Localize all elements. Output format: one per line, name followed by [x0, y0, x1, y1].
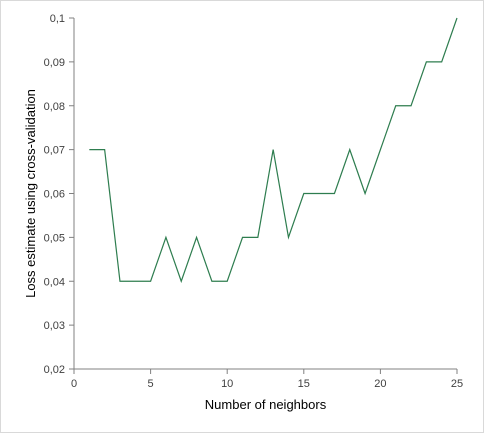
- y-axis-ticks: 0,02 0,03 0,04 0,05 0,06 0,07 0,08 0,09 0,1: [44, 13, 74, 376]
- y-axis-title: Loss estimate using cross-validation: [23, 89, 38, 298]
- x-tick-label: 20: [374, 378, 386, 390]
- x-axis-title: Number of neighbors: [205, 397, 327, 412]
- y-tick-label: 0,08: [44, 101, 65, 113]
- y-tick-label: 0,06: [44, 189, 65, 201]
- series-line: [89, 17, 458, 284]
- y-tick-label: 0,04: [44, 276, 65, 288]
- x-tick-label: 10: [221, 378, 233, 390]
- x-tick-label: 5: [148, 378, 154, 390]
- x-tick-label: 0: [71, 378, 77, 390]
- y-tick-label: 0,03: [44, 320, 65, 332]
- y-tick-label: 0,05: [44, 232, 65, 244]
- series-layer: [89, 17, 458, 284]
- x-tick-label: 25: [451, 378, 463, 390]
- y-tick-label: 0,07: [44, 145, 65, 157]
- y-tick-label: 0,1: [50, 13, 65, 25]
- y-tick-label: 0,02: [44, 364, 65, 376]
- y-tick-label: 0,09: [44, 57, 65, 69]
- x-tick-label: 15: [298, 378, 310, 390]
- x-axis-ticks: 0 5 10 15 20 25: [71, 369, 463, 390]
